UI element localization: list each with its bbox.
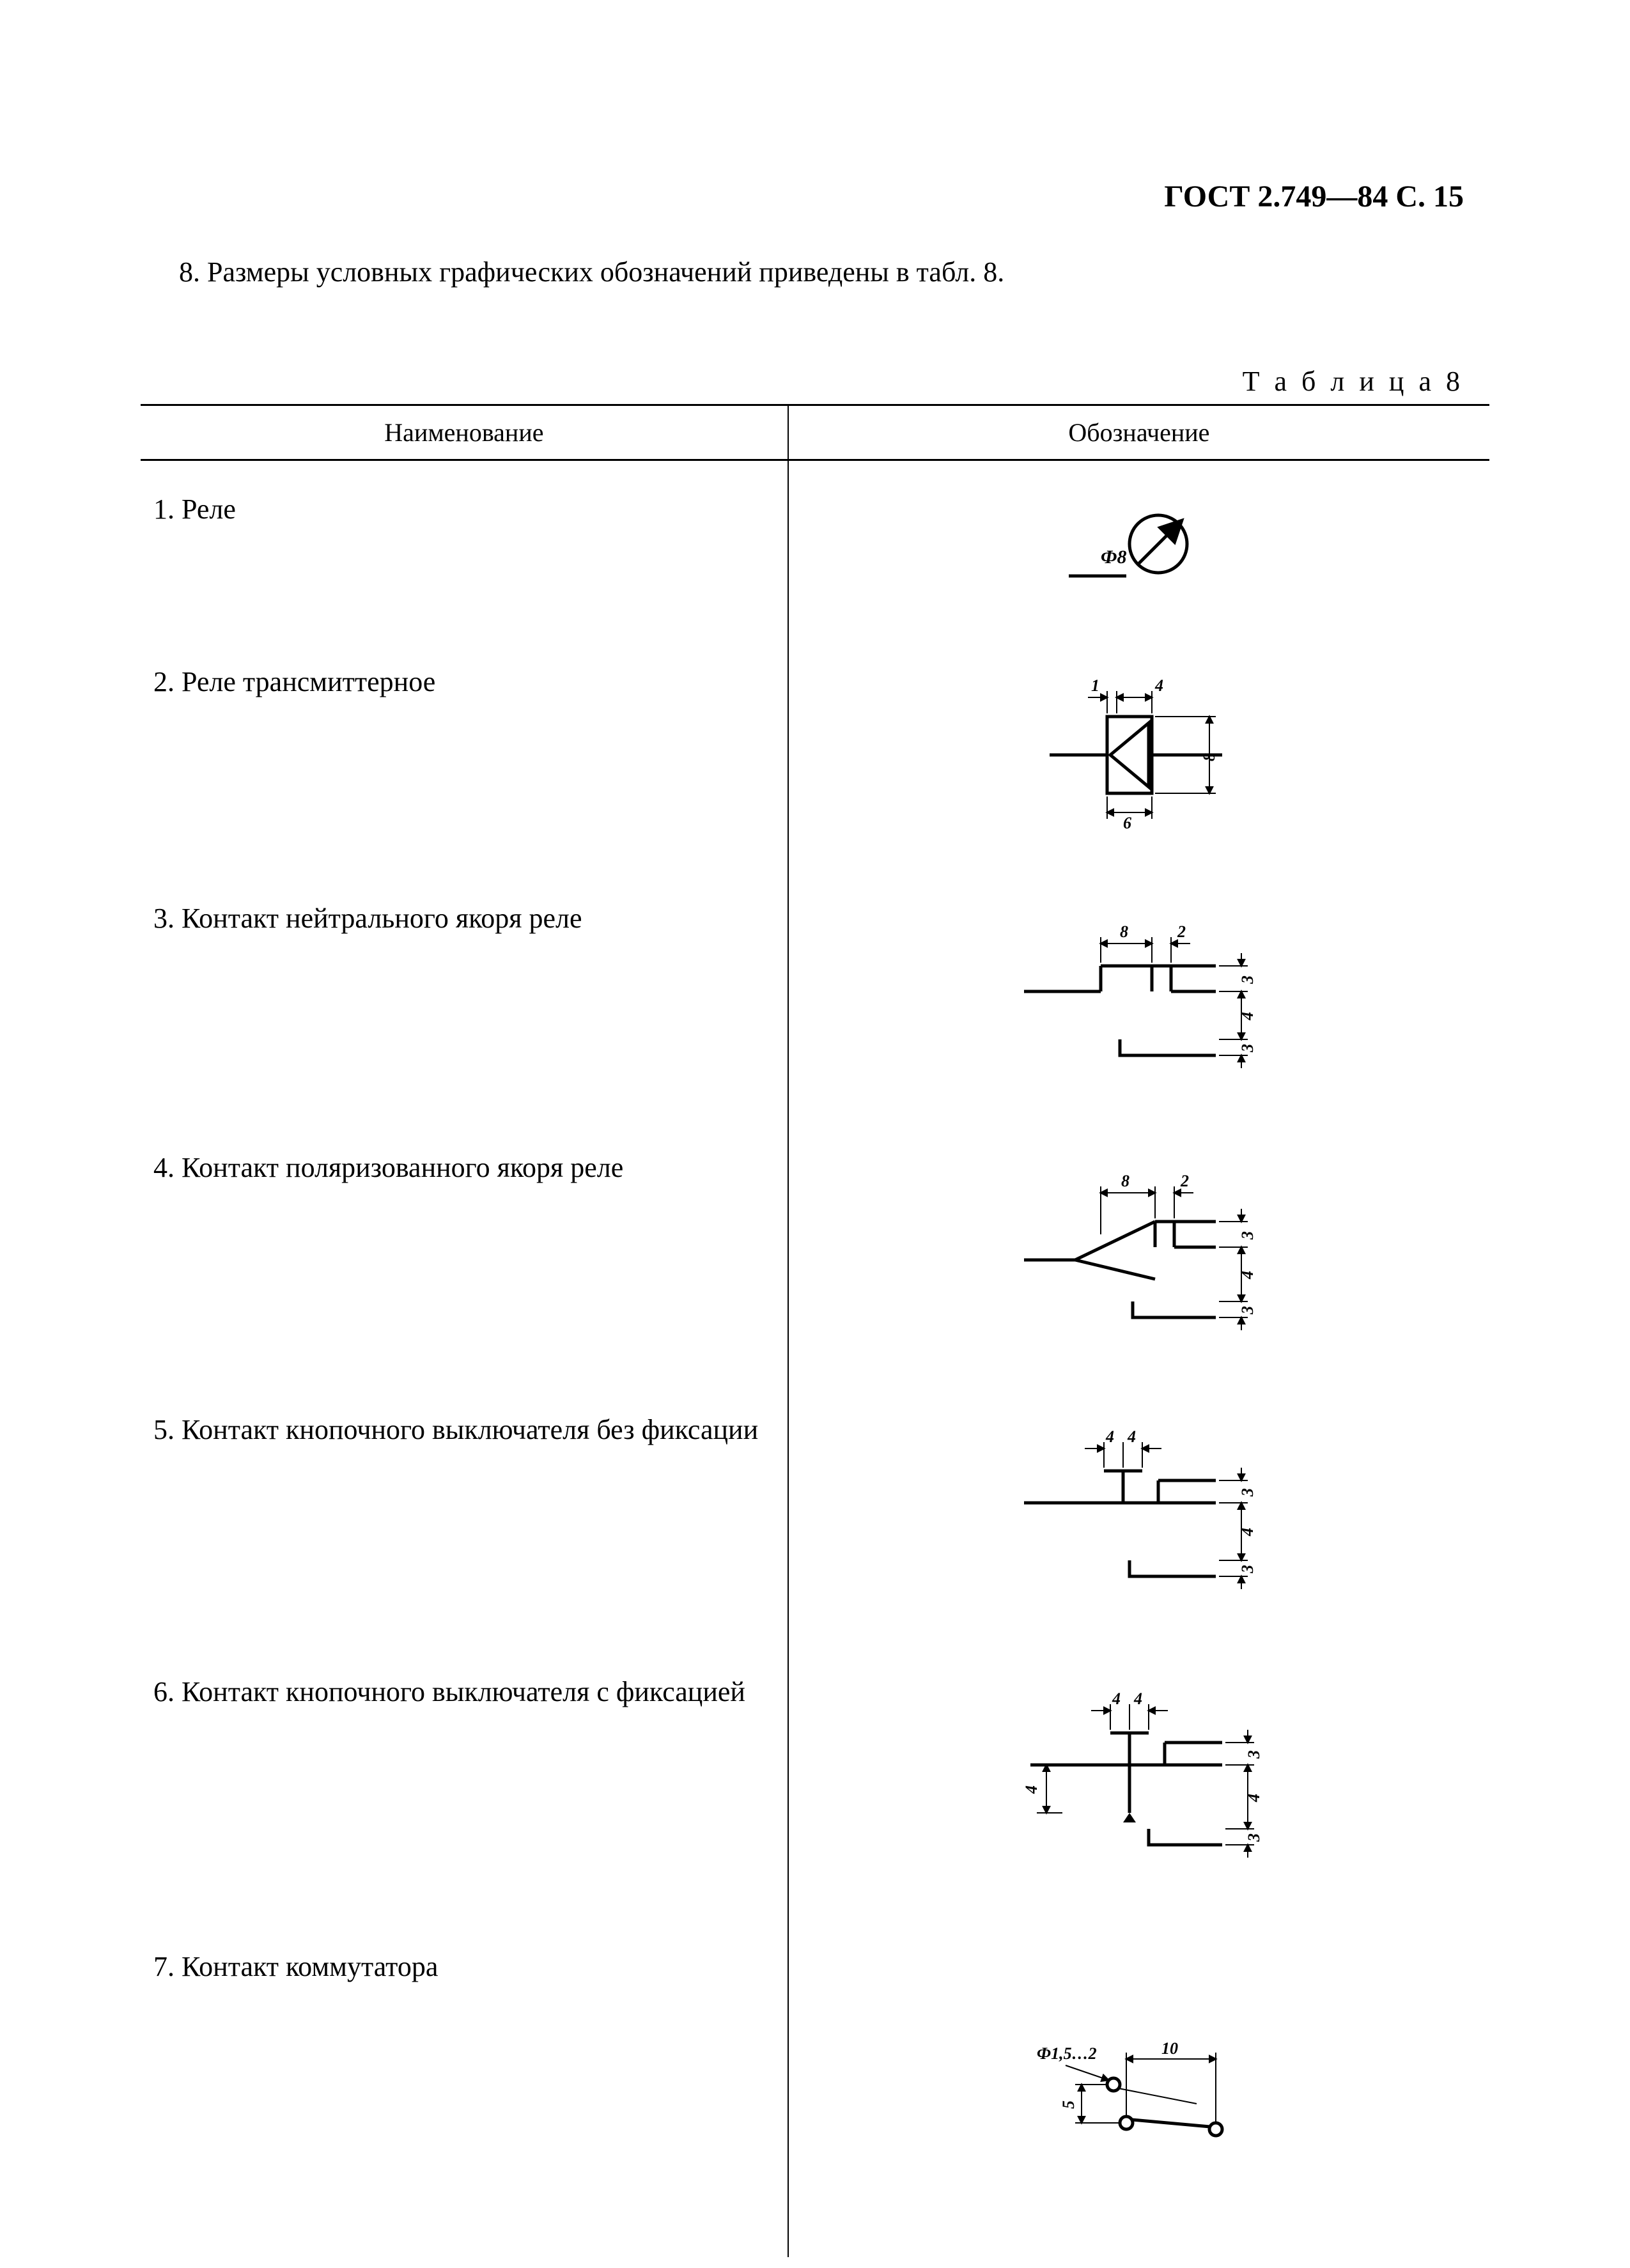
table-row: 4. Контакт поляризованного якоря реле xyxy=(141,1119,1489,1381)
pushbutton-momentary-icon: 4 4 3 4 3 xyxy=(1005,1413,1273,1605)
relay-icon: Ф8 xyxy=(1056,493,1222,595)
dim-label: 4 xyxy=(1127,1427,1136,1446)
dim-label: 6 xyxy=(1123,814,1131,832)
table-row: 1. Реле Ф8 xyxy=(141,460,1489,634)
dim-label: 4 xyxy=(1105,1427,1114,1446)
dim-label: 4 xyxy=(1245,1794,1263,1803)
intro-paragraph: 8. Размеры условных графических обозначе… xyxy=(141,256,1489,288)
dim-label: 4 xyxy=(1133,1689,1142,1708)
dim-label: 1 xyxy=(1091,676,1099,695)
dim-label: 2 xyxy=(1177,922,1186,941)
row-symbol: Ф8 xyxy=(788,460,1489,634)
dim-label: 4 xyxy=(1238,1271,1257,1280)
dim-label: 4 xyxy=(1022,1785,1041,1794)
row-symbol: 10 Ф1,5…2 5 xyxy=(788,1918,1489,2257)
symbols-table: Наименование Обозначение 1. Реле xyxy=(141,404,1489,2257)
dim-label: 3 xyxy=(1245,1750,1263,1759)
dim-label: Ф8 xyxy=(1101,547,1127,568)
row-symbol: 8 2 3 4 3 xyxy=(788,1119,1489,1381)
dim-label: 8 xyxy=(1120,922,1128,941)
row-symbol: 8 2 3 4 3 xyxy=(788,870,1489,1119)
table-caption: Т а б л и ц а 8 xyxy=(141,365,1489,398)
neutral-contact-icon: 8 2 3 4 3 xyxy=(1005,902,1273,1081)
dim-label: 3 xyxy=(1238,1231,1257,1240)
dim-label: 4 xyxy=(1238,1528,1257,1537)
table-row: 6. Контакт кнопочного выключателя с фикс… xyxy=(141,1643,1489,1918)
page: ГОСТ 2.749—84 С. 15 8. Размеры условных … xyxy=(0,0,1630,2268)
row-symbol: 4 4 4 xyxy=(788,1643,1489,1918)
page-header: ГОСТ 2.749—84 С. 15 xyxy=(1164,179,1464,214)
row-symbol: 1 4 8 6 xyxy=(788,633,1489,870)
row-name: 7. Контакт коммутатора xyxy=(141,1918,788,2257)
row-name: 2. Реле трансмиттерное xyxy=(141,633,788,870)
pushbutton-latching-icon: 4 4 4 xyxy=(998,1675,1280,1880)
dim-label: 8 xyxy=(1121,1172,1129,1190)
dim-label: 8 xyxy=(1200,753,1218,761)
dim-label: Ф1,5…2 xyxy=(1037,2044,1097,2063)
polarized-contact-icon: 8 2 3 4 3 xyxy=(1005,1151,1273,1343)
dim-label: 10 xyxy=(1161,2039,1178,2058)
table-row: 7. Контакт коммутатора xyxy=(141,1918,1489,2257)
dim-label: 3 xyxy=(1245,1833,1263,1842)
row-name: 1. Реле xyxy=(141,460,788,634)
dim-label: 3 xyxy=(1238,1044,1257,1053)
dim-label: 3 xyxy=(1238,1565,1257,1574)
dim-label: 3 xyxy=(1238,1488,1257,1497)
dim-label: 2 xyxy=(1180,1172,1189,1190)
row-name: 3. Контакт нейтрального якоря реле xyxy=(141,870,788,1119)
table-header-row: Наименование Обозначение xyxy=(141,405,1489,460)
commutator-contact-icon: 10 Ф1,5…2 5 xyxy=(1005,2008,1273,2161)
table-row: 2. Реле трансмиттерное xyxy=(141,633,1489,870)
dim-label: 3 xyxy=(1238,1306,1257,1315)
dim-label: 4 xyxy=(1112,1689,1121,1708)
dim-label: 4 xyxy=(1154,676,1163,695)
table-row: 5. Контакт кнопочного выключателя без фи… xyxy=(141,1381,1489,1643)
row-symbol: 4 4 3 4 3 xyxy=(788,1381,1489,1643)
dim-label: 3 xyxy=(1238,975,1257,984)
dim-label: 4 xyxy=(1238,1012,1257,1021)
col-symbol-header: Обозначение xyxy=(788,405,1489,460)
transmitter-relay-icon: 1 4 8 6 xyxy=(1024,665,1254,832)
row-name: 4. Контакт поляризованного якоря реле xyxy=(141,1119,788,1381)
dim-label: 5 xyxy=(1059,2101,1078,2109)
table-row: 3. Контакт нейтрального якоря реле xyxy=(141,870,1489,1119)
col-name-header: Наименование xyxy=(141,405,788,460)
row-name: 6. Контакт кнопочного выключателя с фикс… xyxy=(141,1643,788,1918)
row-name: 5. Контакт кнопочного выключателя без фи… xyxy=(141,1381,788,1643)
